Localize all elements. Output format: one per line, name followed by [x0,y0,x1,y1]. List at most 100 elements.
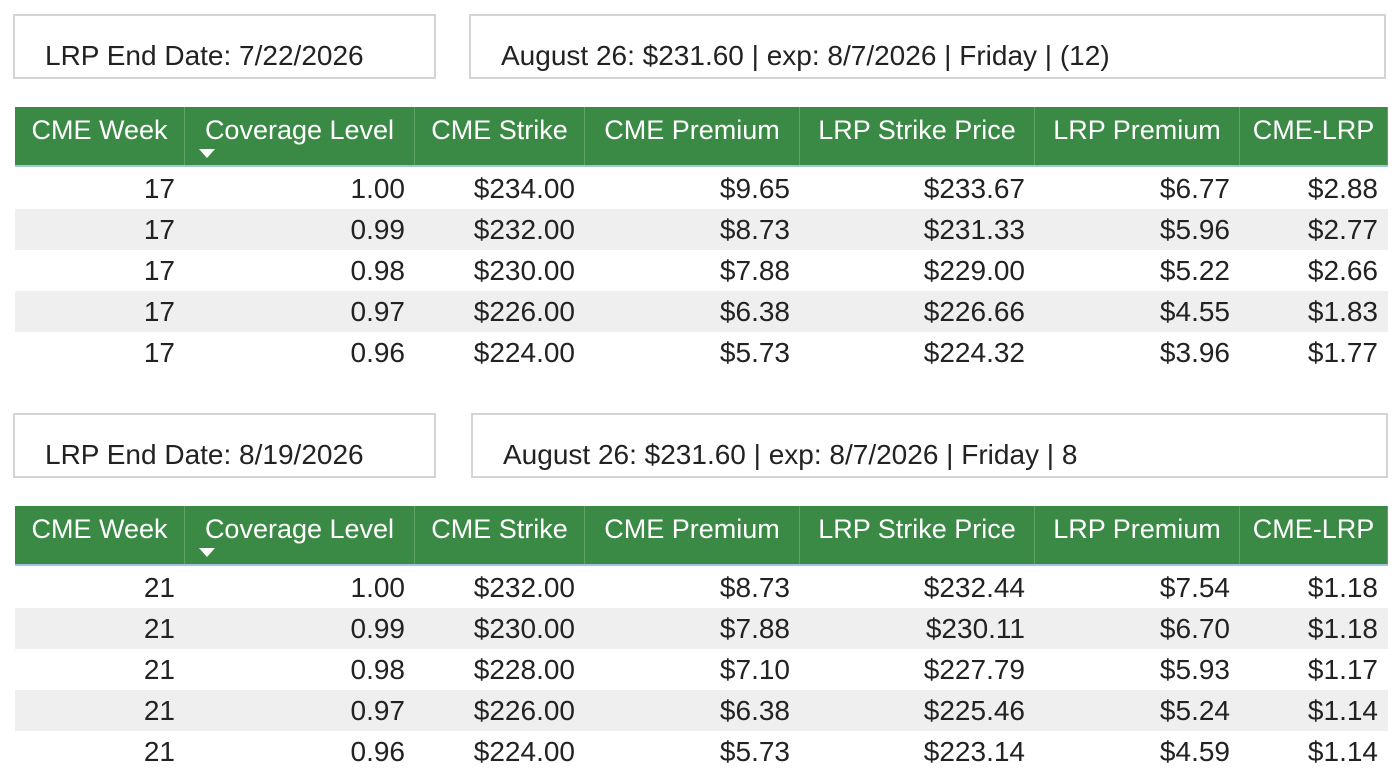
table-cell: $8.73 [719,214,790,245]
table-cell: 0.96 [350,337,406,368]
table-row: 21 1.00 $232.00 $8.73 $232.44 $7.54 $1.18 [15,567,1388,608]
info-box: August 26: $231.60 | exp: 8/7/2026 | Fri… [469,14,1386,79]
table-cell: $5.93 [1159,654,1230,685]
info-box: August 26: $231.60 | exp: 8/7/2026 | Fri… [471,413,1388,478]
table-cell: $5.73 [719,736,790,767]
table-cell: 21 [143,695,175,726]
table-cell: 21 [143,736,175,767]
table-cell: $7.88 [719,613,790,644]
table-header: CME Week Coverage Level CME Strike CME Prem… [15,107,1388,167]
header-cell: CME-LRP [1240,107,1388,165]
header-cell: CME Strike [415,506,585,564]
table-cell: 1.00 [350,173,406,204]
table-cell: $6.77 [1159,173,1230,204]
table-cell: $1.18 [1307,572,1378,603]
header-cell: CME Week [15,107,185,165]
table-cell: $230.11 [925,613,1025,644]
table-cell: $7.88 [719,255,790,286]
table-cell: $5.22 [1159,255,1230,286]
table-cell: $224.00 [473,337,575,368]
table-cell: $225.46 [923,695,1025,726]
table-cell: $229.00 [923,255,1025,286]
table-cell: 0.99 [350,613,406,644]
table-row: 17 0.97 $226.00 $6.38 $226.66 $4.55 $1.83 [15,291,1388,332]
table-cell: $230.00 [473,255,575,286]
header-cell: LRP Strike Price [800,107,1035,165]
table-header: CME Week Coverage Level CME Strike CME Prem… [15,506,1388,566]
end-date-box: LRP End Date: 7/22/2026 [13,14,436,79]
table-cell: $2.77 [1307,214,1378,245]
table-cell: 0.98 [350,255,406,286]
table-row: 21 0.97 $226.00 $6.38 $225.46 $5.24 $1.14 [15,690,1388,731]
table-cell: $8.73 [719,572,790,603]
header-cell: CME Premium [585,506,800,564]
header-cell: LRP Strike Price [800,506,1035,564]
table-cell: $6.38 [719,695,790,726]
table-cell: $4.59 [1159,736,1230,767]
end-date-box: LRP End Date: 8/19/2026 [13,413,436,478]
table-cell: 17 [143,296,175,327]
table-cell: 17 [143,214,175,245]
table-cell: $227.79 [923,654,1025,685]
table-cell: 0.98 [350,654,406,685]
table-cell: $223.14 [923,736,1025,767]
table-cell: $3.96 [1159,337,1230,368]
table-cell: $1.14 [1307,736,1378,767]
table-cell: $231.33 [923,214,1025,245]
table-cell: $226.66 [923,296,1025,327]
table-cell: $2.88 [1307,173,1378,204]
table-cell: $224.32 [923,337,1025,368]
header-cell: CME Premium [585,107,800,165]
table-cell: 1.00 [350,572,406,603]
table-cell: $2.66 [1307,255,1378,286]
table-cell: $224.00 [473,736,575,767]
table-cell: $234.00 [473,173,575,204]
table-cell: $6.70 [1159,613,1230,644]
table-row: 17 1.00 $234.00 $9.65 $233.67 $6.77 $2.88 [15,168,1388,209]
table-cell: 21 [143,654,175,685]
table-cell: $5.24 [1159,695,1230,726]
header-cell: Coverage Level [185,506,415,564]
table-cell: $7.10 [719,654,790,685]
header-cell: CME-LRP [1240,506,1388,564]
table-row: 17 0.98 $230.00 $7.88 $229.00 $5.22 $2.66 [15,250,1388,291]
table-cell: 0.96 [350,736,406,767]
table-cell: $9.65 [719,173,790,204]
table-cell: $1.17 [1307,654,1378,685]
table-cell: $4.55 [1159,296,1230,327]
table-row: 21 0.99 $230.00 $7.88 $230.11 $6.70 $1.18 [15,608,1388,649]
table-row: 17 0.96 $224.00 $5.73 $224.32 $3.96 $1.77 [15,332,1388,373]
filter-arrow [199,149,215,158]
table-cell: $233.67 [923,173,1025,204]
header-cell: CME Week [15,506,185,564]
table-cell: $7.54 [1159,572,1230,603]
table-cell: $1.14 [1307,695,1378,726]
table-row: 21 0.96 $224.00 $5.73 $223.14 $4.59 $1.14 [15,731,1388,772]
table-cell: 17 [143,337,175,368]
table-cell: 0.97 [350,296,406,327]
table-cell: $232.00 [473,572,575,603]
table-cell: 21 [143,572,175,603]
table-cell: $1.77 [1307,337,1378,368]
table-cell: $230.00 [473,613,575,644]
table-cell: $226.00 [473,695,575,726]
table-cell: 17 [143,173,175,204]
table-cell: 17 [143,255,175,286]
table-cell: $1.18 [1307,613,1378,644]
table-cell: $228.00 [473,654,575,685]
table-cell: 0.99 [350,214,406,245]
header-cell: LRP Premium [1035,107,1240,165]
header-cell: LRP Premium [1035,506,1240,564]
filter-arrow [199,548,215,557]
table-cell: $6.38 [719,296,790,327]
table-cell: $5.96 [1159,214,1230,245]
table-cell: $1.83 [1307,296,1378,327]
header-cell: CME Strike [415,107,585,165]
table-cell: $226.00 [473,296,575,327]
table-cell: $5.73 [719,337,790,368]
table-cell: $232.00 [473,214,575,245]
header-cell: Coverage Level [185,107,415,165]
table-row: 17 0.99 $232.00 $8.73 $231.33 $5.96 $2.77 [15,209,1388,250]
table-cell: $232.44 [923,572,1025,603]
